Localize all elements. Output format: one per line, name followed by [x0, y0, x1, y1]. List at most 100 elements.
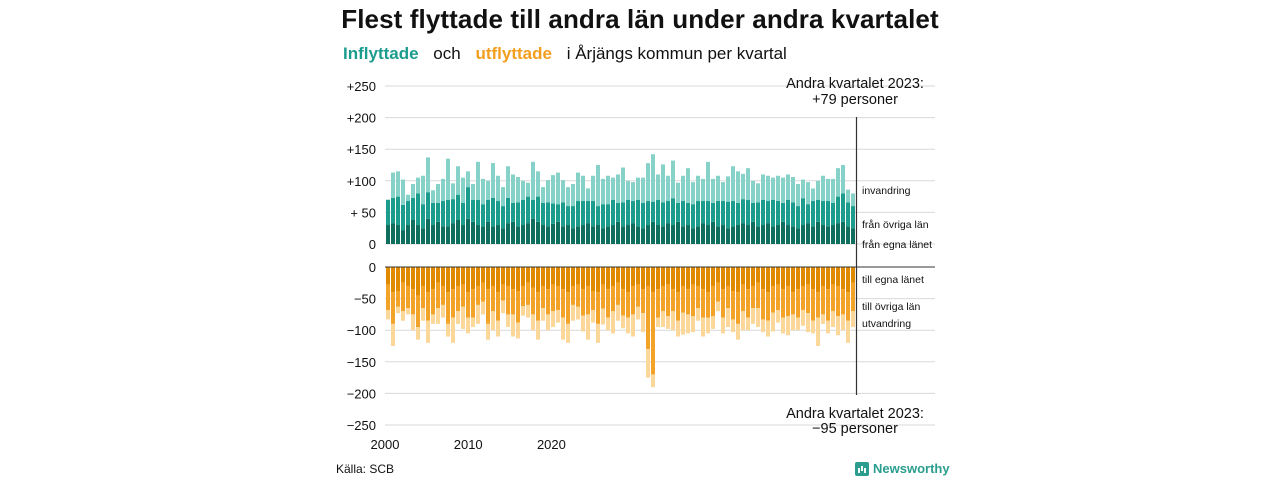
bar-till-övriga-län [721, 289, 725, 318]
bar-från-övriga-län [476, 199, 480, 226]
bar-till-övriga-län [661, 285, 665, 312]
bar-till-övriga-län [771, 285, 775, 313]
bar-från-övriga-län [801, 198, 805, 226]
bar-från-egna-länet [691, 228, 695, 244]
bar-invandring [676, 182, 680, 203]
bar-från-egna-länet [841, 221, 845, 244]
bar-från-övriga-län [826, 201, 830, 227]
bar-invandring [576, 172, 580, 202]
bar-till-egna-länet [521, 267, 525, 286]
bar-från-egna-länet [411, 219, 415, 244]
bar-utvandring [796, 317, 800, 331]
bar-från-övriga-län [496, 201, 500, 226]
subtitle-rest: i Årjängs kommun per kvartal [566, 44, 787, 63]
bar-till-övriga-län [601, 284, 605, 309]
bar-från-egna-länet [826, 226, 830, 244]
bar-från-egna-länet [641, 228, 645, 244]
bar-från-egna-länet [716, 226, 720, 244]
bar-från-egna-länet [401, 230, 405, 244]
bar-från-egna-länet [496, 225, 500, 244]
bar-till-övriga-län [646, 285, 650, 350]
bar-invandring [746, 168, 750, 200]
bar-invandring [511, 174, 515, 203]
bar-till-övriga-län [706, 292, 710, 318]
bar-från-egna-länet [391, 223, 395, 244]
series-label: från egna länet [862, 239, 932, 251]
bar-invandring [651, 154, 655, 202]
bar-utvandring [781, 317, 785, 334]
bar-till-egna-länet [836, 267, 840, 286]
bar-till-övriga-län [726, 285, 730, 309]
bar-från-egna-länet [846, 226, 850, 244]
bar-från-egna-länet [721, 225, 725, 244]
bar-från-egna-länet [796, 228, 800, 244]
bar-från-övriga-län [706, 201, 710, 226]
bar-invandring [516, 177, 520, 203]
bar-från-övriga-län [591, 201, 595, 227]
bar-från-övriga-län [846, 202, 850, 227]
bar-från-egna-länet [811, 226, 815, 244]
bar-till-övriga-län [516, 291, 520, 323]
brand-logo[interactable]: Newsworthy [855, 461, 950, 476]
bar-till-egna-länet [686, 267, 690, 290]
grid-lines [385, 85, 935, 426]
bar-till-egna-länet [651, 267, 655, 293]
bar-utvandring [671, 311, 675, 331]
bar-utvandring [611, 311, 615, 334]
bar-från-övriga-län [566, 206, 570, 226]
y-tick-label-top: +100 [347, 174, 376, 189]
bar-invandring [421, 175, 425, 205]
annotation-bottom-line2: −95 personer [812, 421, 898, 437]
bar-till-övriga-län [576, 284, 580, 307]
bar-utvandring [471, 317, 475, 328]
bar-invandring [836, 168, 840, 197]
bar-invandring [806, 182, 810, 205]
bar-till-egna-länet [796, 267, 800, 290]
bar-från-övriga-län [681, 201, 685, 227]
bar-till-övriga-län [536, 292, 540, 321]
bar-till-övriga-län [736, 292, 740, 324]
bar-från-egna-länet [561, 226, 565, 244]
bar-till-egna-länet [711, 267, 715, 286]
bar-invandring [641, 177, 645, 203]
bar-invandring [561, 180, 565, 203]
bar-från-övriga-län [536, 196, 540, 222]
bar-från-egna-länet [621, 226, 625, 244]
bar-till-övriga-län [421, 285, 425, 309]
bar-utvandring [736, 323, 740, 340]
bar-från-egna-länet [431, 225, 435, 244]
bar-från-egna-länet [546, 226, 550, 244]
bar-från-övriga-län [441, 201, 445, 227]
bar-från-övriga-län [481, 204, 485, 227]
bar-invandring [481, 178, 485, 205]
bar-utvandring [726, 308, 730, 328]
bar-från-övriga-län [626, 199, 630, 226]
bar-från-egna-länet [656, 225, 660, 244]
bar-till-egna-länet [706, 267, 710, 293]
bar-utvandring [801, 309, 805, 326]
bar-utvandring [741, 311, 745, 331]
bar-från-egna-länet [446, 226, 450, 244]
bar-från-övriga-län [561, 202, 565, 227]
bar-från-övriga-län [841, 193, 845, 222]
bar-invandring [616, 174, 620, 203]
bar-till-övriga-län [731, 291, 735, 320]
bar-utvandring [666, 316, 670, 329]
bar-till-egna-länet [701, 267, 705, 290]
bar-invandring [731, 166, 735, 202]
bar-till-övriga-län [831, 284, 835, 312]
bar-till-egna-länet [726, 267, 730, 286]
bar-utvandring [501, 300, 505, 314]
bar-till-egna-länet [721, 267, 725, 290]
bar-invandring [771, 177, 775, 200]
bar-till-egna-länet [741, 267, 745, 285]
bar-från-övriga-län [401, 204, 405, 231]
bar-till-övriga-län [426, 292, 430, 321]
bar-invandring [611, 177, 615, 200]
bar-utvandring [571, 304, 575, 321]
bar-invandring [661, 164, 665, 203]
bar-till-övriga-län [846, 292, 850, 321]
bar-invandring [606, 175, 610, 205]
bar-till-egna-länet [586, 267, 590, 286]
bar-utvandring [451, 317, 455, 343]
